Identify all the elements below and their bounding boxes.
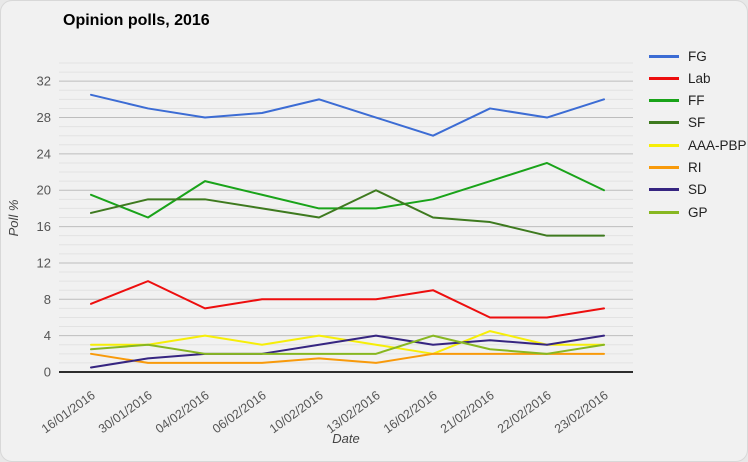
legend-swatch-SF	[649, 121, 679, 125]
y-tick-label-0: 0	[44, 365, 51, 380]
y-tick-label-28: 28	[37, 110, 51, 125]
series-line-SD	[90, 334, 605, 369]
y-axis-title: Poll %	[6, 200, 21, 237]
legend-label-AAA-PBP: AAA-PBP	[688, 137, 747, 153]
x-axis-title: Date	[332, 431, 359, 446]
x-tick-label-3: 06/02/2016	[210, 388, 269, 436]
series-lines	[90, 93, 605, 369]
legend-swatch-FF	[649, 99, 679, 103]
y-axis-tick-labels: 0 4 8 12 16 20 24 28 32	[37, 74, 51, 380]
series-line-FG	[90, 93, 605, 137]
legend-item-AAA-PBP: AAA-PBP	[649, 137, 747, 153]
legend-swatch-GP	[649, 210, 679, 214]
x-tick-label-0: 16/01/2016	[39, 388, 98, 436]
y-tick-label-20: 20	[37, 183, 51, 198]
legend-label-FF: FF	[688, 93, 705, 109]
series-line-RI	[90, 352, 605, 364]
legend-item-SD: SD	[649, 182, 744, 198]
legend-swatch-SD	[649, 188, 679, 192]
y-tick-label-32: 32	[37, 74, 51, 89]
x-tick-label-1: 30/01/2016	[96, 388, 155, 436]
y-tick-label-24: 24	[37, 146, 51, 161]
legend-item-Lab: Lab	[649, 70, 744, 86]
legend-label-FG: FG	[688, 48, 707, 64]
y-tick-label-12: 12	[37, 255, 51, 270]
x-tick-label-5: 13/02/2016	[324, 388, 383, 436]
legend-label-RI: RI	[688, 159, 702, 175]
y-tick-label-16: 16	[37, 219, 51, 234]
major-gridlines	[59, 80, 633, 337]
legend-swatch-Lab	[649, 76, 679, 80]
minor-gridlines	[59, 62, 633, 364]
x-tick-label-4: 10/02/2016	[267, 388, 326, 436]
legend-label-SD: SD	[688, 182, 707, 198]
x-tick-label-8: 22/02/2016	[495, 388, 554, 436]
chart-title: Opinion polls, 2016	[63, 12, 210, 29]
legend-label-SF: SF	[688, 115, 706, 131]
legend-item-FG: FG	[649, 48, 744, 64]
legend-label-GP: GP	[688, 204, 708, 220]
legend-item-RI: RI	[649, 159, 744, 175]
legend: FG Lab FF SF AAA-PBP RI SD GP	[649, 48, 747, 226]
series-line-SF	[90, 189, 605, 237]
series-line-GP	[90, 334, 605, 355]
legend-swatch-AAA-PBP	[649, 143, 679, 147]
series-line-Lab	[90, 280, 605, 319]
legend-item-SF: SF	[649, 115, 744, 131]
x-tick-label-7: 21/02/2016	[438, 388, 497, 436]
y-tick-label-8: 8	[44, 292, 51, 307]
x-tick-label-9: 23/02/2016	[552, 388, 611, 436]
legend-swatch-RI	[649, 165, 679, 169]
legend-label-Lab: Lab	[688, 70, 711, 86]
y-tick-label-4: 4	[44, 328, 51, 343]
legend-item-FF: FF	[649, 93, 744, 109]
x-tick-label-6: 16/02/2016	[381, 388, 440, 436]
x-axis-tick-labels: 16/01/201630/01/201604/02/201606/02/2016…	[39, 388, 611, 436]
x-tick-label-2: 04/02/2016	[153, 388, 212, 436]
legend-item-GP: GP	[649, 204, 744, 220]
legend-swatch-FG	[649, 54, 679, 58]
